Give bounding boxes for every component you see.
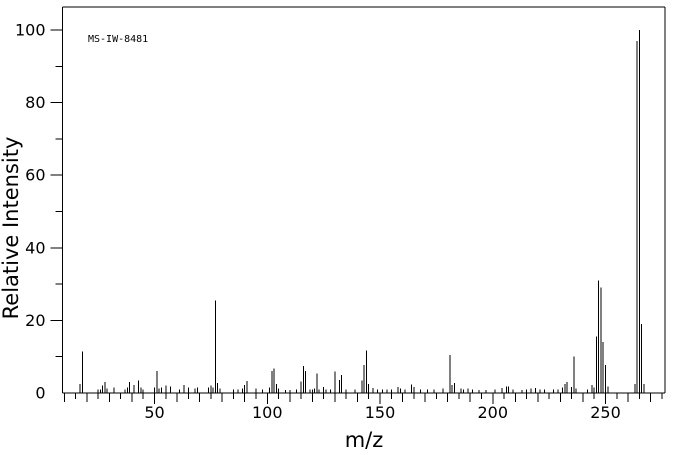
y-tick-label: 40 <box>25 238 45 257</box>
x-tick-label: 250 <box>590 403 621 422</box>
y-tick-label: 100 <box>15 21 46 40</box>
x-tick-label: 50 <box>144 403 164 422</box>
x-tick-label: 150 <box>365 403 396 422</box>
y-tick-label: 60 <box>25 166 45 185</box>
y-axis-title: Relative Intensity <box>0 137 23 320</box>
x-axis-title: m/z <box>345 428 384 452</box>
spectrum-id-label: MS-IW-8481 <box>88 34 148 45</box>
y-tick-label: 0 <box>35 384 45 403</box>
x-tick-label: 100 <box>252 403 283 422</box>
x-tick-label: 200 <box>477 403 508 422</box>
y-tick-label: 80 <box>25 93 45 112</box>
y-tick-label: 20 <box>25 311 45 330</box>
